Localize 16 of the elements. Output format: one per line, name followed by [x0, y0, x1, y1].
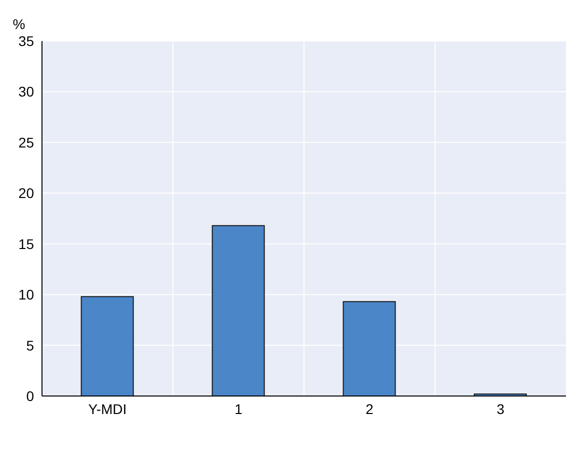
y-tick-label: 20 [18, 185, 34, 202]
bar [80, 296, 134, 396]
y-tick-label: 30 [18, 84, 34, 100]
bar [212, 225, 265, 396]
y-tick-label: 25 [18, 134, 34, 150]
x-tick-label: 1 [234, 400, 243, 417]
bar [342, 301, 396, 396]
y-tick-label: 10 [18, 286, 34, 303]
y-tick-label: 15 [18, 236, 34, 252]
y-tick-label: 0 [26, 388, 34, 404]
y-tick-label: 35 [18, 32, 34, 49]
y-tick-label: 5 [26, 337, 34, 354]
y-axis-title: % [12, 16, 26, 32]
x-tick-label: 2 [366, 400, 374, 417]
x-tick-label: 3 [496, 400, 505, 417]
x-tick-label: Y-MDI [88, 400, 127, 417]
